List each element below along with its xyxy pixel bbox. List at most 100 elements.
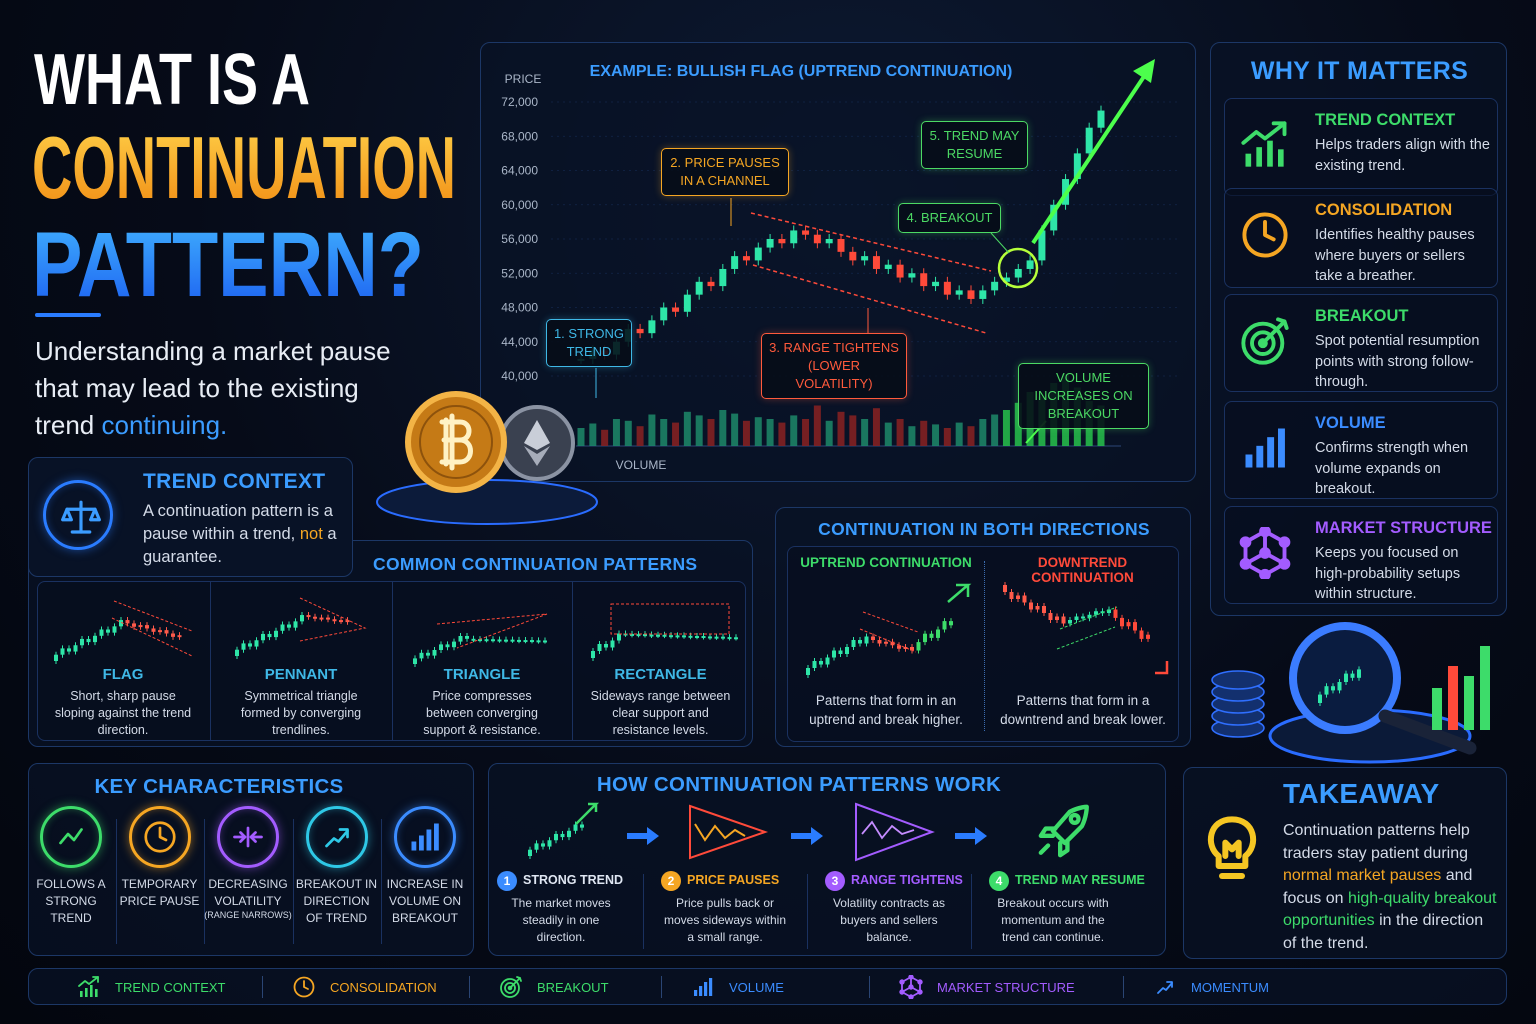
mini-candle — [458, 636, 463, 642]
divider — [807, 874, 808, 949]
divider — [1123, 976, 1124, 998]
candle — [790, 230, 798, 244]
step-desc: Volatility contracts as buyers and selle… — [832, 896, 946, 944]
icon-shape — [1068, 812, 1081, 825]
footer-label: TREND CONTEXT — [115, 980, 226, 995]
mini-candle — [910, 647, 914, 651]
mini-candle — [254, 640, 259, 647]
reason-card: MARKET STRUCTURE Keeps you focused on hig… — [1224, 506, 1498, 604]
reason-card: CONSOLIDATION Identifies healthy pauses w… — [1224, 188, 1498, 288]
icon — [1038, 804, 1089, 858]
mini-candle — [504, 639, 508, 642]
reason-title: BREAKOUT — [1315, 307, 1409, 325]
coin-glyph — [524, 420, 550, 450]
candle — [1097, 110, 1105, 128]
volume-bar — [601, 429, 609, 446]
candle — [920, 273, 928, 287]
icon-shape — [1057, 838, 1070, 858]
deco-bar — [1464, 676, 1474, 730]
mini-candle — [345, 620, 350, 623]
coin-stack — [1211, 670, 1265, 690]
coins — [376, 391, 598, 525]
icon-shape — [1245, 153, 1252, 167]
volume-bar — [683, 411, 691, 446]
mini-candle — [125, 620, 130, 624]
step-desc: Breakout occurs with momentum and the tr… — [997, 896, 1109, 944]
volume-bar — [636, 426, 644, 446]
characteristic-label: INCREASE IN VOLUME ON BREAKOUT — [386, 877, 464, 925]
mini-candle — [604, 644, 608, 648]
title-rule — [35, 313, 101, 317]
divider — [643, 874, 644, 949]
icon-shape — [1271, 121, 1287, 137]
mini-candle — [517, 639, 521, 642]
mini-candle — [1331, 686, 1335, 691]
y-tick-label: 40,000 — [501, 369, 538, 383]
icon — [61, 500, 101, 534]
volume-bar — [719, 410, 727, 446]
up-desc: Patterns that form in an uptrend and bre… — [809, 693, 963, 727]
mini-candle — [86, 638, 91, 643]
candle — [1026, 260, 1034, 269]
mini-candle — [1350, 673, 1355, 678]
icon — [143, 821, 176, 853]
text: a guarantee. — [143, 525, 337, 566]
mini-candle — [241, 643, 246, 650]
mini-candle — [1120, 617, 1124, 627]
icon — [694, 978, 713, 996]
icon-ring — [394, 806, 456, 868]
volume-bar — [648, 414, 656, 446]
mini-candle — [884, 641, 888, 644]
how-it-works: HOW CONTINUATION PATTERNS WORK 1 STRONG TR… — [488, 763, 1166, 956]
mini-candle — [675, 635, 680, 638]
mini-candle — [267, 633, 272, 638]
arrow — [575, 802, 600, 825]
mini-candle — [580, 824, 584, 828]
mini-candle — [825, 657, 830, 665]
candle — [1014, 268, 1022, 278]
arrow-shape — [955, 827, 987, 845]
key-characteristics: KEY CHARACTERISTICS FOLLOWS A STRONG TREN… — [28, 763, 474, 956]
mini-candle — [838, 650, 843, 654]
mini-candle — [261, 633, 265, 641]
mini-candle — [643, 634, 647, 637]
mini-candle — [936, 629, 940, 638]
mini-candle — [877, 640, 882, 644]
divider — [262, 976, 263, 998]
divider — [204, 819, 205, 944]
divider — [984, 561, 985, 731]
mini-candle — [432, 650, 437, 656]
mini-candle — [313, 616, 317, 619]
icon-shape — [249, 831, 257, 843]
mini-candle — [452, 641, 456, 648]
icon — [324, 828, 349, 848]
mini-candle — [1035, 606, 1040, 610]
step-illustration — [1038, 804, 1089, 858]
step-number: 3 — [825, 871, 845, 891]
triangle — [689, 804, 769, 860]
coin-inner — [419, 405, 493, 479]
zigzag — [694, 823, 746, 842]
icon-shape — [908, 975, 914, 980]
mini-candle — [543, 640, 547, 643]
highlight: not — [299, 525, 323, 543]
icon-shape — [1038, 843, 1051, 855]
triangle — [855, 802, 935, 862]
pattern-desc: Sideways range between clear support and… — [590, 689, 731, 737]
mini-candle — [903, 647, 908, 649]
candle — [778, 239, 786, 244]
guide — [1056, 626, 1116, 650]
main-title: WHAT IS A CONTINUATION PATTERN? — [32, 40, 456, 316]
candle — [825, 239, 833, 244]
mini-candle — [858, 640, 862, 644]
annotation: 5. TREND MAY RESUME — [921, 121, 1028, 169]
icon-shape — [303, 980, 309, 990]
mini-candle — [67, 648, 71, 652]
mini-candle — [1009, 592, 1014, 599]
volume-bar — [943, 428, 951, 446]
channel-line — [750, 212, 992, 272]
candle — [813, 234, 821, 244]
mini-candle — [541, 843, 545, 847]
icon-shape — [899, 989, 905, 995]
trend-context-text: A continuation pattern is a pause within… — [143, 500, 348, 569]
